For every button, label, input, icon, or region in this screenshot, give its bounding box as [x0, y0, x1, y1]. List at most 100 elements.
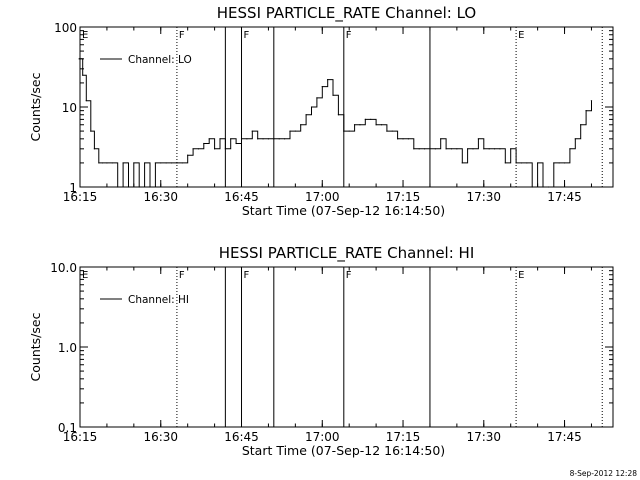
- data-point: [359, 124, 361, 126]
- data-point: [230, 138, 232, 140]
- data-point: [154, 162, 156, 164]
- y-tick-label: 1.0: [58, 341, 77, 355]
- flag-label: E: [518, 30, 524, 41]
- flag-label: F: [244, 270, 250, 281]
- data-point: [208, 138, 210, 140]
- data-point: [332, 94, 334, 96]
- flag-label: F: [346, 270, 352, 281]
- data-point: [187, 154, 189, 156]
- data-point: [106, 162, 108, 164]
- data-point: [440, 138, 442, 140]
- data-point: [504, 162, 506, 164]
- flag-label: E: [82, 270, 88, 281]
- data-point: [580, 124, 582, 126]
- data-point: [321, 85, 323, 88]
- data-point: [246, 138, 248, 140]
- y-tick-label: 100: [54, 21, 77, 35]
- x-tick-label: 17:00: [305, 430, 340, 444]
- data-point: [203, 142, 205, 145]
- x-tick-label: 16:45: [224, 430, 259, 444]
- y-tick-label: 1: [69, 181, 77, 195]
- data-point: [488, 148, 490, 150]
- data-point: [273, 138, 275, 140]
- data-point: [149, 186, 151, 188]
- lo-channel-panel: HESSI PARTICLE_RATE Channel: LO 16:15 16:3…: [28, 4, 614, 218]
- data-point: [450, 148, 453, 150]
- data-point: [585, 110, 587, 112]
- data-point: [413, 148, 415, 150]
- data-point: [78, 58, 80, 60]
- flag-label: F: [244, 30, 250, 41]
- data-point: [251, 130, 253, 132]
- x-tick-label: 17:00: [305, 190, 340, 204]
- flag-label: F: [179, 270, 185, 281]
- y-tick-label: 10.0: [50, 261, 77, 275]
- data-point: [434, 148, 436, 150]
- data-point: [343, 130, 345, 132]
- data-point: [461, 162, 463, 164]
- data-point: [445, 148, 447, 150]
- data-point: [101, 162, 104, 164]
- data-point: [85, 100, 87, 102]
- data-point: [327, 79, 329, 81]
- data-point: [547, 186, 549, 188]
- data-point: [563, 162, 566, 164]
- data-point: [370, 118, 372, 120]
- data-point: [397, 138, 399, 140]
- data-point: [520, 162, 523, 164]
- flag-label: F: [346, 30, 352, 41]
- data-point: [467, 148, 469, 150]
- data-point: [364, 118, 366, 120]
- data-point: [477, 138, 480, 140]
- x-tick-label: 16:15: [63, 190, 98, 204]
- data-point: [429, 148, 431, 150]
- data-point: [240, 138, 243, 140]
- data-point: [181, 162, 183, 164]
- data-point: [305, 114, 307, 116]
- data-point: [300, 124, 302, 126]
- data-point: [278, 138, 280, 140]
- data-point: [122, 162, 124, 164]
- x-tick-label: 17:45: [547, 190, 582, 204]
- x-tick-label: 16:30: [143, 430, 178, 444]
- data-point: [310, 106, 313, 108]
- data-point: [262, 138, 264, 140]
- data-point: [192, 148, 194, 150]
- x-tick-label: 17:30: [466, 430, 501, 444]
- data-point: [224, 148, 226, 150]
- data-point: [558, 162, 560, 164]
- data-point: [553, 162, 555, 164]
- data-point: [542, 186, 544, 188]
- data-point: [510, 148, 512, 150]
- flag-label: E: [518, 270, 524, 281]
- data-point: [213, 148, 216, 150]
- data-point: [294, 130, 296, 132]
- data-point: [380, 124, 383, 126]
- data-point: [348, 130, 350, 132]
- data-point: [407, 138, 410, 140]
- data-point: [289, 130, 291, 132]
- data-point: [257, 138, 259, 140]
- legend-label: Channel: LO: [128, 54, 192, 66]
- data-point: [127, 186, 130, 188]
- data-point: [574, 138, 576, 140]
- data-point: [283, 138, 286, 140]
- x-tick-label: 17:30: [466, 190, 501, 204]
- y-axis-label: Counts/sec: [28, 72, 43, 141]
- data-point: [337, 114, 340, 116]
- data-point: [219, 138, 221, 140]
- series-line: [79, 58, 592, 188]
- x-tick-label: 17:15: [386, 430, 421, 444]
- x-tick-label: 16:30: [143, 190, 178, 204]
- data-point: [456, 148, 458, 150]
- data-point: [569, 148, 571, 150]
- data-point: [144, 162, 146, 164]
- print-timestamp: 8-Sep-2012 12:28: [570, 469, 638, 478]
- y-tick-label: 0.1: [58, 421, 77, 435]
- flag-label: F: [179, 30, 185, 41]
- data-point: [170, 162, 173, 164]
- x-axis-label: Start Time (07-Sep-12 16:14:50): [242, 203, 445, 218]
- data-point: [386, 130, 388, 132]
- data-point: [493, 148, 496, 150]
